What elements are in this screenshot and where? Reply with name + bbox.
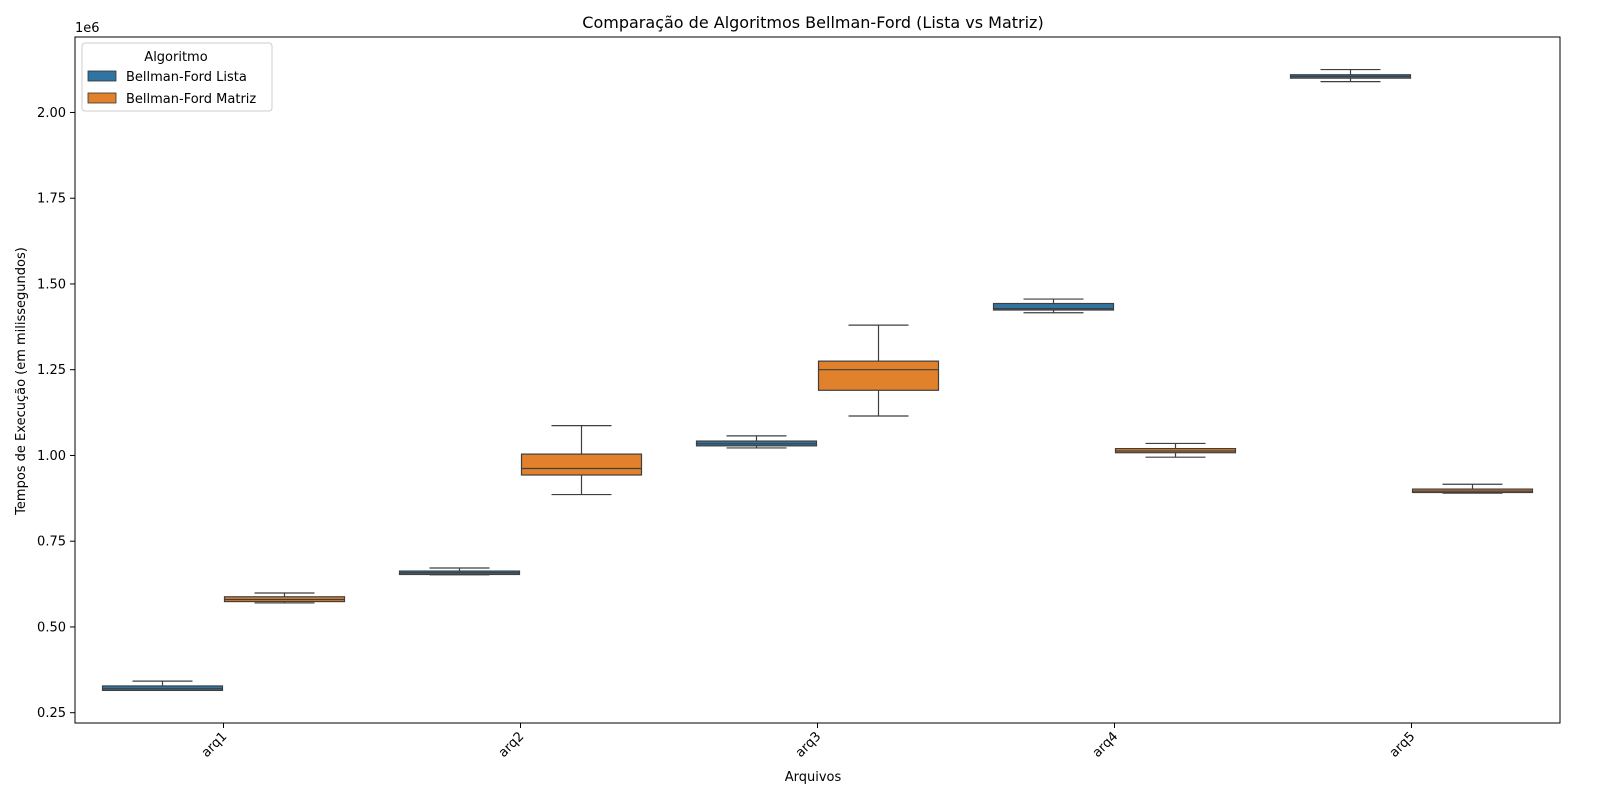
box-arq1-matriz xyxy=(223,592,346,604)
box-arq5-lista xyxy=(1289,68,1412,83)
y-tick-label: 0.50 xyxy=(37,620,66,635)
legend: Algoritmo Bellman-Ford Lista Bellman-For… xyxy=(81,42,273,112)
y-tick-label: 1.75 xyxy=(37,192,66,207)
y-axis: 0.25 0.50 0.75 1.00 1.25 1.50 1.75 2.00 xyxy=(37,106,75,721)
y-tick-label: 1.50 xyxy=(37,277,66,292)
box-arq2-matriz xyxy=(520,425,643,496)
y-tick-label: 1.00 xyxy=(37,449,66,464)
x-tick-label: arq5 xyxy=(1387,729,1419,761)
x-tick-label: arq4 xyxy=(1090,729,1122,761)
y-axis-offset-label: 1e6 xyxy=(75,21,100,36)
x-tick-label: arq1 xyxy=(199,729,231,761)
y-tick-label: 0.25 xyxy=(37,706,66,721)
chart-title: Comparação de Algoritmos Bellman-Ford (L… xyxy=(582,13,1043,32)
legend-title: Algoritmo xyxy=(144,50,207,65)
box-arq2-lista xyxy=(398,567,521,576)
box-arq3-lista xyxy=(695,435,818,449)
legend-swatch-matriz xyxy=(87,92,117,104)
y-tick-label: 2.00 xyxy=(37,106,66,121)
x-tick-label: arq3 xyxy=(793,729,825,761)
y-tick-label: 1.25 xyxy=(37,363,66,378)
y-tick-label: 0.75 xyxy=(37,535,66,550)
box-iqr xyxy=(992,302,1115,311)
box-arq3-matriz xyxy=(817,324,940,417)
x-axis: arq1 arq2 arq3 arq4 arq5 xyxy=(199,723,1419,761)
axes-frame xyxy=(74,36,1561,724)
legend-label-matriz: Bellman-Ford Matriz xyxy=(126,92,256,107)
box-arq4-matriz xyxy=(1114,442,1237,458)
x-tick-label: arq2 xyxy=(496,729,528,761)
legend-swatch-lista xyxy=(87,70,117,82)
x-axis-label: Arquivos xyxy=(785,770,842,785)
plot-area xyxy=(101,68,1534,692)
box-arq5-matriz xyxy=(1411,483,1534,494)
box-iqr xyxy=(817,360,940,391)
legend-label-lista: Bellman-Ford Lista xyxy=(126,70,247,85)
box-arq4-lista xyxy=(992,298,1115,314)
box-arq1-lista xyxy=(101,680,224,692)
box-iqr xyxy=(520,453,643,476)
y-axis-label: Tempos de Execução (em milissegundos) xyxy=(14,247,29,516)
